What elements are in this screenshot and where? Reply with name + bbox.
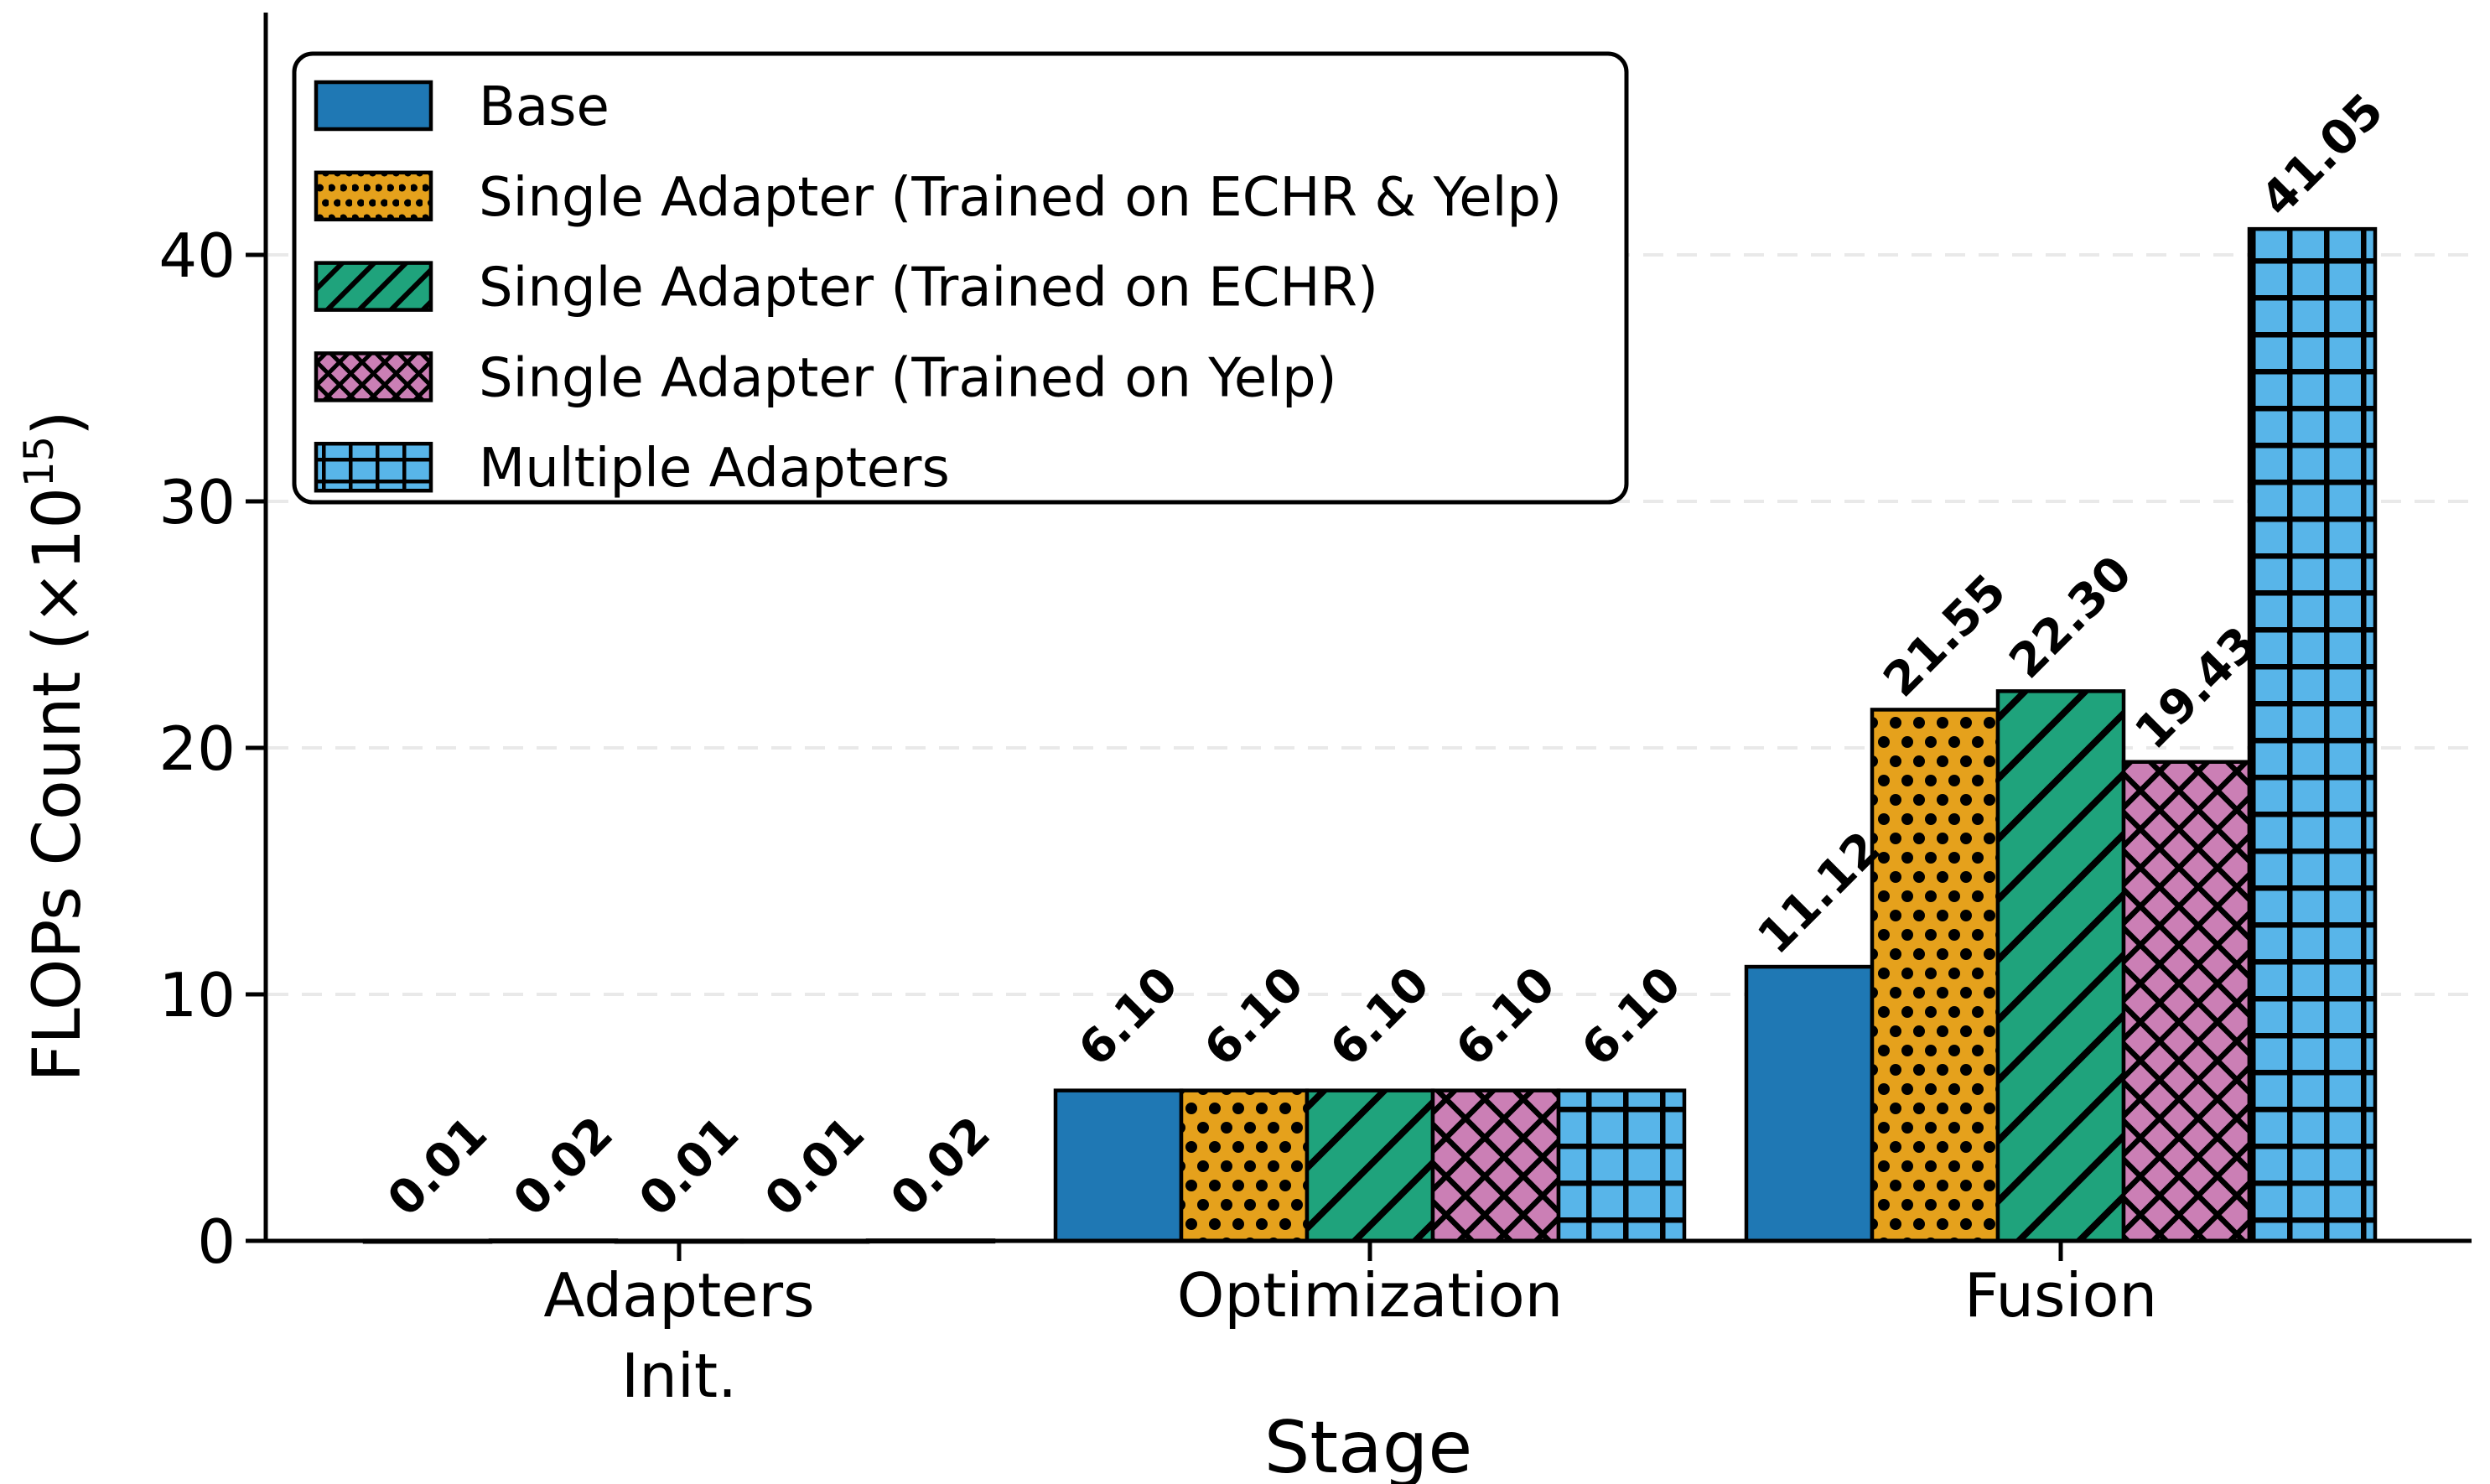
axes-spines <box>263 13 2472 1243</box>
bar-value-label: 21.55 <box>1873 564 2016 708</box>
bar-hatch <box>1872 709 1998 1241</box>
axis-tick-labels: 0 10 20 30 40 Adapters Init. Optimization Fusion <box>158 221 2157 1411</box>
bar-value-label: 41.05 <box>2250 84 2394 227</box>
bar-2-2 <box>1995 689 2126 1243</box>
bar-value-label: 6.10 <box>1068 957 1189 1077</box>
bar-value-label: 0.01 <box>377 1107 498 1227</box>
bar-0-1 <box>1053 1088 1184 1243</box>
bar-value-label: 0.01 <box>755 1107 875 1227</box>
bar-value-label: 11.12 <box>1747 821 1891 964</box>
bar-hatch <box>1307 1090 1433 1241</box>
legend-swatch-hatch <box>316 172 431 220</box>
legend-swatch-edge <box>314 80 433 132</box>
legend-label: Single Adapter (Trained on ECHR & Yelp) <box>479 167 1562 229</box>
bar-value-label: 6.10 <box>1320 957 1440 1077</box>
bar-0-2 <box>1744 964 1875 1243</box>
y-tick-label: 40 <box>158 221 236 291</box>
legend: Base Single Adapter (Trained on ECHR & Ye… <box>292 51 1629 505</box>
axis-titles: Stage FLOPs Count (×1015) <box>16 410 1472 1484</box>
x-tick-label: Fusion <box>1964 1260 2157 1331</box>
bar-hatch <box>1559 1090 1684 1241</box>
legend-swatch-fill <box>316 82 431 129</box>
bar-hatch <box>2249 229 2375 1241</box>
bars-group <box>362 226 2378 1244</box>
bar-1-1 <box>1179 1088 1310 1243</box>
bar-hatch <box>1181 1090 1307 1241</box>
bar-4-2 <box>2247 226 2378 1243</box>
bar-value-label: 6.10 <box>1445 957 1566 1077</box>
legend-box <box>292 51 1629 505</box>
bar-value-label: 22.30 <box>1999 546 2142 689</box>
bar-value-label: 6.10 <box>1194 957 1315 1077</box>
y-tick-label: 30 <box>158 467 236 537</box>
legend-entry-3: Single Adapter (Trained on Yelp) <box>314 347 1337 409</box>
bar-3-2 <box>2121 760 2252 1243</box>
bar-3-1 <box>1430 1088 1561 1243</box>
legend-swatch-edge <box>314 170 433 222</box>
bar-hatch <box>1433 1090 1559 1241</box>
axis-ticks <box>246 252 2063 1261</box>
bar-value-label: 6.10 <box>1571 957 1692 1077</box>
legend-entry-4: Multiple Adapters <box>314 438 950 500</box>
legend-swatch-edge <box>314 261 433 312</box>
bar-fill <box>1746 967 1872 1241</box>
bar-fill <box>1056 1090 1181 1241</box>
x-axis-title: Stage <box>1264 1406 1473 1484</box>
bar-value-label: 0.01 <box>629 1107 750 1227</box>
y-tick-label: 0 <box>197 1206 236 1277</box>
legend-swatch-edge <box>314 441 433 493</box>
bar-hatch <box>2124 761 2249 1241</box>
bar-hatch <box>1998 691 2124 1241</box>
y-axis-title: FLOPs Count (×1015) <box>16 410 96 1082</box>
legend-entry-0: Base <box>314 76 610 138</box>
bar-1-2 <box>1870 708 2000 1243</box>
bar-4-1 <box>1556 1088 1687 1243</box>
legend-label: Single Adapter (Trained on ECHR) <box>479 257 1378 319</box>
x-tick-label: Optimization <box>1177 1260 1564 1331</box>
legend-entry-2: Single Adapter (Trained on ECHR) <box>314 257 1378 319</box>
legend-swatch-hatch <box>316 353 431 401</box>
legend-entry-1: Single Adapter (Trained on ECHR & Yelp) <box>314 167 1562 229</box>
x-tick-label: Init. <box>621 1341 737 1411</box>
bar-2-1 <box>1305 1088 1435 1243</box>
legend-swatch-hatch <box>316 444 431 491</box>
bar-value-label: 19.43 <box>2124 616 2268 760</box>
bar-value-label: 0.02 <box>503 1107 624 1227</box>
legend-label: Base <box>479 76 610 138</box>
x-tick-label: Adapters <box>543 1260 814 1331</box>
legend-swatch-hatch <box>316 262 431 310</box>
bar-value-label: 0.02 <box>880 1107 1001 1227</box>
y-tick-label: 10 <box>158 960 236 1030</box>
legend-label: Multiple Adapters <box>479 438 950 500</box>
legend-swatch-edge <box>314 351 433 402</box>
legend-label: Single Adapter (Trained on Yelp) <box>479 347 1337 409</box>
y-tick-label: 20 <box>158 713 236 784</box>
